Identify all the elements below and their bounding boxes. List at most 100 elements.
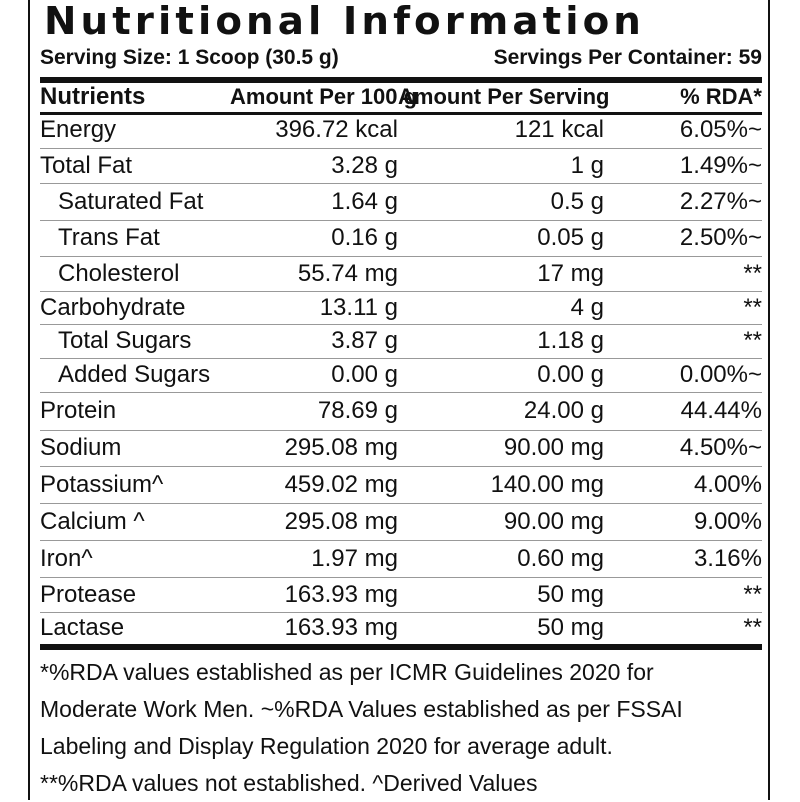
amount-per-serving: 17 mg — [537, 259, 604, 287]
nutrient-name: Sodium — [40, 434, 122, 461]
rda-value: ** — [743, 327, 762, 354]
amount-per-serving: 50 mg — [537, 580, 604, 608]
amount-per-serving: 1.18 g — [537, 327, 604, 354]
table-row: Cholesterol 55.74 mg 17 mg ** — [40, 256, 762, 291]
amount-per-100g: 1.97 mg — [311, 544, 398, 572]
amount-per-100g: 13.11 g — [319, 293, 398, 321]
header-per-serving: Amount Per Serving — [398, 84, 610, 109]
amount-per-100g: 55.74 mg — [297, 259, 398, 287]
row-divider — [40, 540, 762, 541]
row-divider — [40, 324, 762, 325]
amount-per-serving: 0.00 g — [537, 361, 604, 388]
nutrient-name: Saturated Fat — [58, 187, 204, 215]
table-row: Potassium^ 459.02 mg 140.00 mg 4.00% — [40, 466, 762, 503]
table-row: Energy 396.72 kcal 121 kcal 6.05%~ — [40, 112, 762, 148]
nutrient-name: Added Sugars — [58, 361, 211, 388]
amount-per-100g: 163.93 mg — [284, 580, 398, 608]
nutrient-name: Cholesterol — [58, 259, 180, 287]
amount-per-serving: 121 kcal — [514, 116, 604, 143]
amount-per-serving: 0.5 g — [550, 187, 604, 215]
amount-per-100g: 0.16 g — [331, 224, 398, 251]
nutrient-name: Calcium ^ — [40, 507, 145, 535]
row-divider — [40, 612, 762, 613]
table-row: Total Sugars 3.87 g 1.18 g ** — [40, 324, 762, 358]
rda-value: 44.44% — [680, 397, 762, 424]
row-divider — [40, 358, 762, 359]
row-divider — [40, 577, 762, 578]
header-per100: Amount Per 100 g — [230, 84, 418, 109]
nutrient-name: Iron^ — [40, 544, 93, 572]
amount-per-100g: 1.64 g — [331, 187, 398, 215]
nutrient-name: Protease — [40, 580, 137, 608]
row-divider — [40, 466, 762, 467]
rda-value: 6.05%~ — [679, 116, 762, 143]
amount-per-serving: 24.00 g — [523, 397, 604, 424]
rda-value: 3.16% — [693, 544, 762, 572]
row-divider — [40, 220, 762, 221]
row-divider — [40, 430, 762, 431]
footer-divider — [40, 644, 762, 650]
footnotes: *%RDA values established as per ICMR Gui… — [40, 654, 762, 802]
amount-per-serving: 50 mg — [537, 614, 604, 641]
rda-value: ** — [743, 580, 762, 608]
table-row: Protein 78.69 g 24.00 g 44.44% — [40, 392, 762, 430]
rda-value: 9.00% — [693, 507, 762, 535]
amount-per-100g: 295.08 mg — [284, 507, 398, 535]
row-divider — [40, 503, 762, 504]
table-header: Nutrients Amount Per 100 g Amount Per Se… — [40, 82, 762, 112]
header-nutrients: Nutrients — [40, 83, 146, 110]
footnote-line: Moderate Work Men. ~%RDA Values establis… — [40, 696, 683, 722]
rda-value: 4.50%~ — [679, 434, 762, 461]
row-divider — [40, 291, 762, 292]
rda-value: 2.50%~ — [679, 224, 762, 251]
rda-value: ** — [743, 614, 762, 641]
nutrient-name: Total Sugars — [58, 327, 192, 354]
amount-per-serving: 1 g — [570, 151, 604, 179]
serving-info: Serving Size: 1 Scoop (30.5 g) Servings … — [40, 42, 762, 74]
table-row: Lactase 163.93 mg 50 mg ** — [40, 612, 762, 644]
amount-per-100g: 459.02 mg — [284, 470, 398, 498]
serving-size: Serving Size: 1 Scoop (30.5 g) — [40, 46, 339, 69]
amount-per-serving: 90.00 mg — [503, 507, 604, 535]
nutrient-name: Lactase — [40, 614, 125, 641]
row-divider — [40, 183, 762, 184]
header-divider — [40, 77, 762, 83]
footnote-line: Labeling and Display Regulation 2020 for… — [40, 733, 613, 759]
table-row: Added Sugars 0.00 g 0.00 g 0.00%~ — [40, 358, 762, 392]
amount-per-100g: 396.72 kcal — [275, 116, 398, 143]
page-title: Nutritional Information — [44, 0, 645, 43]
nutrition-panel: Nutritional Information Serving Size: 1 … — [28, 0, 770, 800]
table-row: Sodium 295.08 mg 90.00 mg 4.50%~ — [40, 430, 762, 466]
rda-value: 4.00% — [693, 470, 762, 498]
table-row: Protease 163.93 mg 50 mg ** — [40, 577, 762, 612]
rda-value: 0.00%~ — [679, 361, 762, 388]
nutrient-name: Carbohydrate — [40, 293, 186, 321]
amount-per-100g: 295.08 mg — [284, 434, 398, 461]
row-divider — [40, 148, 762, 149]
amount-per-serving: 0.60 mg — [517, 544, 604, 572]
nutrient-name: Potassium^ — [40, 470, 164, 498]
rda-value: 2.27%~ — [679, 187, 762, 215]
rda-value: ** — [743, 259, 762, 287]
amount-per-100g: 0.00 g — [331, 361, 398, 388]
row-divider — [40, 392, 762, 393]
footnote-line: **%RDA values not established. ^Derived … — [40, 770, 538, 796]
row-divider — [40, 256, 762, 257]
nutrient-name: Protein — [40, 397, 117, 424]
amount-per-serving: 90.00 mg — [503, 434, 604, 461]
table-row: Carbohydrate 13.11 g 4 g ** — [40, 291, 762, 324]
table-row: Iron^ 1.97 mg 0.60 mg 3.16% — [40, 540, 762, 577]
nutrient-name: Total Fat — [40, 151, 133, 179]
amount-per-100g: 78.69 g — [317, 397, 398, 424]
amount-per-serving: 4 g — [570, 293, 604, 321]
footnote-line: *%RDA values established as per ICMR Gui… — [40, 659, 654, 685]
amount-per-100g: 3.87 g — [331, 327, 398, 354]
header-rda: % RDA* — [680, 84, 762, 109]
amount-per-100g: 163.93 mg — [284, 614, 398, 641]
amount-per-100g: 3.28 g — [331, 151, 398, 179]
table-row: Calcium ^ 295.08 mg 90.00 mg 9.00% — [40, 503, 762, 540]
amount-per-serving: 0.05 g — [537, 224, 604, 251]
table-row: Total Fat 3.28 g 1 g 1.49%~ — [40, 148, 762, 183]
rda-value: ** — [743, 293, 762, 321]
header-rule — [40, 112, 762, 115]
